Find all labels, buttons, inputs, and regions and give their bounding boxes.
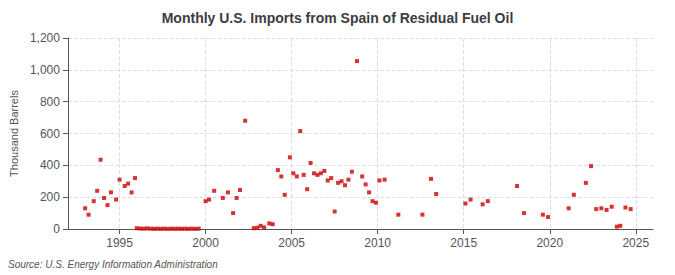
svg-text:400: 400	[40, 158, 60, 172]
svg-text:600: 600	[40, 127, 60, 141]
svg-text:1,000: 1,000	[30, 63, 60, 77]
svg-text:2015: 2015	[450, 236, 477, 250]
svg-text:1995: 1995	[106, 236, 133, 250]
svg-text:Monthly U.S. Imports from Spai: Monthly U.S. Imports from Spain of Resid…	[162, 10, 514, 26]
svg-text:1,200: 1,200	[30, 31, 60, 45]
svg-text:200: 200	[40, 190, 60, 204]
svg-text:0: 0	[53, 222, 60, 236]
svg-text:2010: 2010	[364, 236, 391, 250]
svg-text:2005: 2005	[278, 236, 305, 250]
svg-text:Thousand Barrels: Thousand Barrels	[8, 90, 20, 177]
svg-text:800: 800	[40, 95, 60, 109]
svg-text:2025: 2025	[622, 236, 649, 250]
svg-text:2020: 2020	[536, 236, 563, 250]
svg-text:Source: U.S. Energy Informatio: Source: U.S. Energy Information Administ…	[8, 259, 218, 270]
svg-text:2000: 2000	[192, 236, 219, 250]
